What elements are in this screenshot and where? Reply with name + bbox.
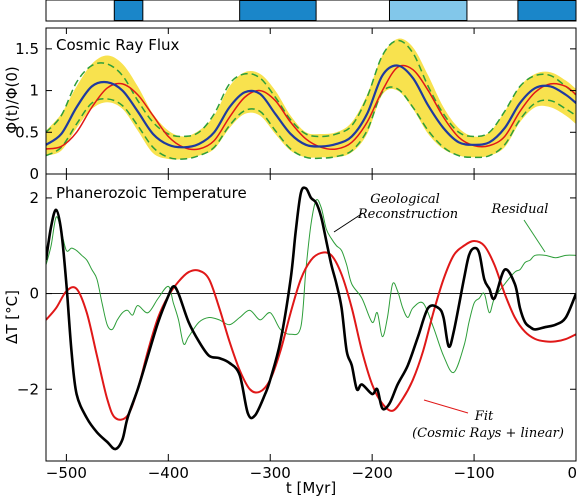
period-bar-segment	[517, 0, 577, 21]
annotation-fit: Fit	[474, 409, 494, 424]
x-tick-label: −500	[46, 464, 87, 482]
bottom-axis-ticks: −2 0 2 −500 −400 −300 −200 −100 0	[17, 174, 577, 482]
flux-lower-bound-line	[46, 86, 576, 160]
temperature-residual-line	[46, 199, 576, 374]
annotation-fit-pointer	[423, 399, 469, 414]
x-tick-label: −200	[352, 464, 393, 482]
flux-series	[46, 39, 576, 160]
period-bar-segment	[388, 0, 468, 21]
bottom-y-tick-label: 2	[29, 189, 39, 207]
flux-mean-line	[46, 64, 576, 149]
flux-upper-bound-line	[46, 39, 576, 138]
top-y-tick-label: 0	[29, 165, 39, 183]
x-tick-label: 0	[567, 464, 577, 482]
x-tick-label: −400	[148, 464, 189, 482]
x-axis-title: t [Myr]	[286, 479, 336, 497]
top-y-tick-label: 1.5	[15, 40, 39, 58]
annotation-fit-detail: (Cosmic Rays + linear)	[412, 426, 564, 441]
bottom-y-tick-label: −2	[17, 380, 39, 398]
annotation-geological-pointer	[333, 212, 364, 233]
flux-band	[46, 38, 576, 160]
bottom-y-axis-title: ΔT [°C]	[3, 290, 21, 344]
period-bar	[113, 0, 577, 21]
x-tick-label: −100	[453, 464, 494, 482]
flux-fit-line	[46, 64, 576, 151]
cosmic-ray-panel: 0 0.5 1 1.5 Cosmic Ray Flux Φ(t)/Φ(0)	[3, 27, 577, 183]
period-bar-segment	[113, 0, 144, 21]
annotation-residual: Residual	[491, 202, 549, 217]
period-bar-segment	[239, 0, 317, 21]
top-y-tick-label: 0.5	[15, 123, 39, 141]
top-y-tick-label: 1	[29, 82, 39, 100]
annotation-residual-pointer	[523, 219, 546, 253]
annotation-reconstruction: Reconstruction	[357, 207, 458, 222]
temperature-fit-line	[46, 239, 576, 421]
temperature-series	[46, 186, 576, 451]
temperature-reconstruction-line	[46, 186, 576, 451]
temperature-panel: −2 0 2 −500 −400 −300 −200 −100 0 Phanerozoic Te…	[3, 173, 577, 497]
top-y-axis-title: Φ(t)/Φ(0)	[3, 66, 21, 134]
annotation-geological: Geological	[370, 192, 440, 207]
flux-uncertainty-band	[46, 38, 576, 160]
top-panel-title: Cosmic Ray Flux	[56, 36, 179, 54]
bottom-panel-title: Phanerozoic Temperature	[56, 184, 247, 202]
top-axis-ticks: 0 0.5 1 1.5	[15, 28, 577, 183]
x-tick-label: −300	[250, 464, 291, 482]
bottom-y-tick-label: 0	[29, 285, 39, 303]
bottom-plot-frame	[45, 173, 577, 462]
